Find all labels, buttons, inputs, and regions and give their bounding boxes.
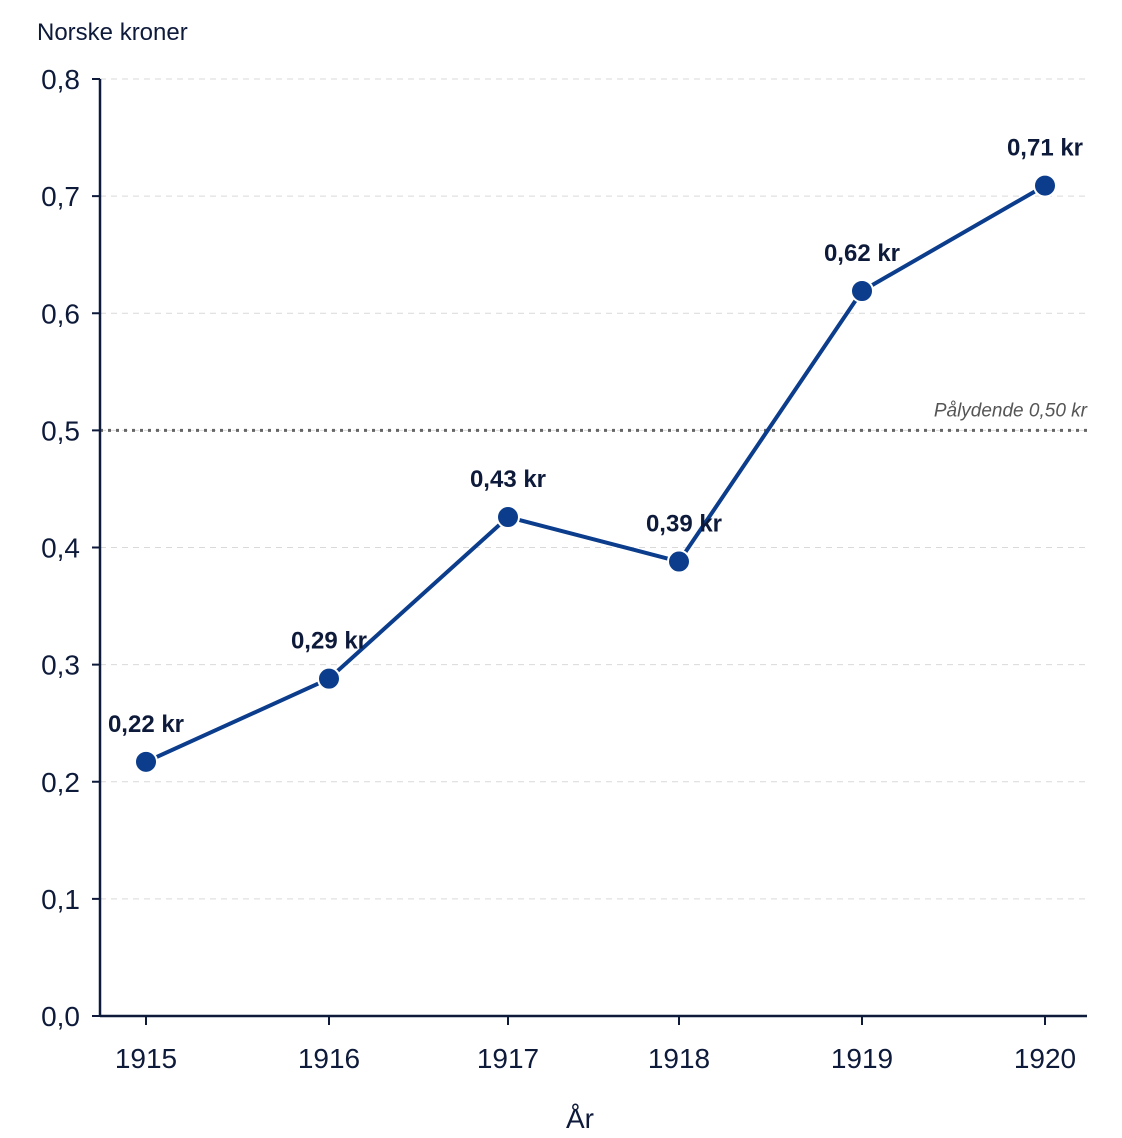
data-labels: 0,22 kr 0,29 kr 0,43 kr 0,39 kr 0,62 kr 0,71 … [108,135,1083,738]
y-tick-label: 0,5 [41,415,80,446]
reference-line-label: Pålydende 0,50 kr [934,400,1088,421]
data-label: 0,39 kr [646,511,722,538]
data-point [850,278,874,303]
x-axis-ticks: 1915 1916 1917 1918 1919 1920 [115,1016,1076,1074]
data-point [667,549,691,574]
y-tick-label: 0,1 [41,884,80,915]
y-tick-label: 0,4 [41,533,80,564]
data-point [317,666,341,691]
y-tick-label: 0,7 [41,181,80,212]
x-tick-label: 1919 [831,1043,893,1074]
x-tick-label: 1920 [1014,1043,1076,1074]
data-point [134,749,158,774]
gridlines [100,78,1087,900]
series-group [134,173,1057,774]
y-axis-ticks: 0,0 0,1 0,2 0,3 0,4 0,5 0,6 0,7 0,8 [41,64,100,1032]
data-label: 0,71 kr [1007,135,1083,162]
x-axis-title: År [566,1103,594,1134]
data-label: 0,29 kr [291,628,367,655]
y-tick-label: 0,2 [41,767,80,798]
reference-line-group: Pålydende 0,50 kr [100,400,1088,432]
x-tick-label: 1918 [648,1043,710,1074]
series-line [145,183,1046,764]
data-label: 0,43 kr [470,466,546,493]
x-tick-label: 1915 [115,1043,177,1074]
data-label: 0,62 kr [824,240,900,267]
data-point [496,505,520,530]
y-tick-label: 0,0 [41,1001,80,1032]
x-tick-label: 1917 [477,1043,539,1074]
y-tick-label: 0,8 [41,64,80,95]
data-point [1033,173,1057,198]
y-tick-label: 0,6 [41,298,80,329]
y-axis-title: Norske kroner [37,19,188,46]
y-tick-label: 0,3 [41,650,80,681]
data-label: 0,22 kr [108,711,184,738]
x-tick-label: 1916 [298,1043,360,1074]
